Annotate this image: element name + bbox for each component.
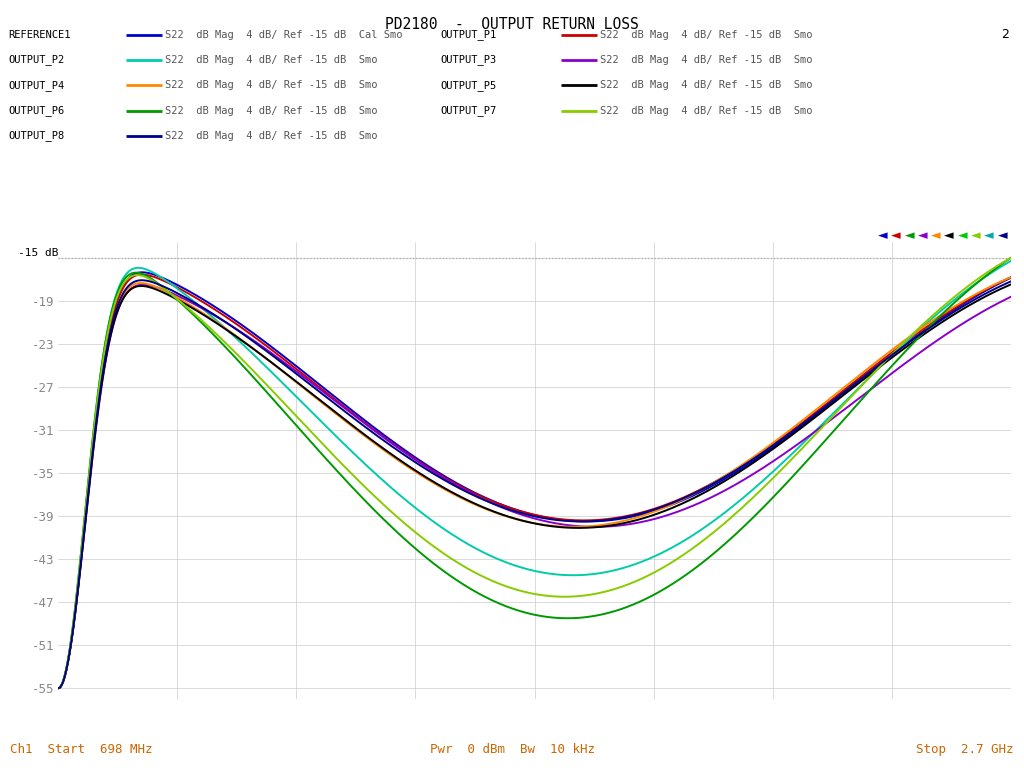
Text: ◄: ◄ xyxy=(984,230,994,242)
Text: S22  dB Mag  4 dB/ Ref -15 dB  Smo: S22 dB Mag 4 dB/ Ref -15 dB Smo xyxy=(165,131,378,141)
Text: OUTPUT_P5: OUTPUT_P5 xyxy=(440,80,497,91)
Text: -15 dB: -15 dB xyxy=(17,248,58,258)
Text: OUTPUT_P6: OUTPUT_P6 xyxy=(8,105,65,116)
Text: OUTPUT_P3: OUTPUT_P3 xyxy=(440,55,497,65)
Text: ◄: ◄ xyxy=(891,230,901,242)
Text: S22  dB Mag  4 dB/ Ref -15 dB  Smo: S22 dB Mag 4 dB/ Ref -15 dB Smo xyxy=(600,29,813,40)
Text: Stop  2.7 GHz: Stop 2.7 GHz xyxy=(916,743,1014,756)
Text: Ch1  Start  698 MHz: Ch1 Start 698 MHz xyxy=(10,743,153,756)
Text: OUTPUT_P8: OUTPUT_P8 xyxy=(8,131,65,141)
Text: 2: 2 xyxy=(1000,28,1009,41)
Text: ◄: ◄ xyxy=(971,230,981,242)
Text: REFERENCE1: REFERENCE1 xyxy=(8,29,71,40)
Text: OUTPUT_P7: OUTPUT_P7 xyxy=(440,105,497,116)
Text: OUTPUT_P4: OUTPUT_P4 xyxy=(8,80,65,91)
Text: S22  dB Mag  4 dB/ Ref -15 dB  Smo: S22 dB Mag 4 dB/ Ref -15 dB Smo xyxy=(600,80,813,91)
Text: Pwr  0 dBm  Bw  10 kHz: Pwr 0 dBm Bw 10 kHz xyxy=(429,743,595,756)
Text: S22  dB Mag  4 dB/ Ref -15 dB  Smo: S22 dB Mag 4 dB/ Ref -15 dB Smo xyxy=(600,105,813,116)
Text: OUTPUT_P2: OUTPUT_P2 xyxy=(8,55,65,65)
Text: S22  dB Mag  4 dB/ Ref -15 dB  Cal Smo: S22 dB Mag 4 dB/ Ref -15 dB Cal Smo xyxy=(165,29,402,40)
Text: ◄: ◄ xyxy=(904,230,914,242)
Text: ◄: ◄ xyxy=(997,230,1008,242)
Text: S22  dB Mag  4 dB/ Ref -15 dB  Smo: S22 dB Mag 4 dB/ Ref -15 dB Smo xyxy=(165,55,378,65)
Text: S22  dB Mag  4 dB/ Ref -15 dB  Smo: S22 dB Mag 4 dB/ Ref -15 dB Smo xyxy=(600,55,813,65)
Text: ◄: ◄ xyxy=(931,230,941,242)
Text: ◄: ◄ xyxy=(878,230,888,242)
Text: S22  dB Mag  4 dB/ Ref -15 dB  Smo: S22 dB Mag 4 dB/ Ref -15 dB Smo xyxy=(165,80,378,91)
Text: ◄: ◄ xyxy=(944,230,954,242)
Text: OUTPUT_P1: OUTPUT_P1 xyxy=(440,29,497,40)
Text: ◄: ◄ xyxy=(957,230,968,242)
Text: ◄: ◄ xyxy=(918,230,928,242)
Text: S22  dB Mag  4 dB/ Ref -15 dB  Smo: S22 dB Mag 4 dB/ Ref -15 dB Smo xyxy=(165,105,378,116)
Text: PD2180  -  OUTPUT RETURN LOSS: PD2180 - OUTPUT RETURN LOSS xyxy=(385,17,639,32)
